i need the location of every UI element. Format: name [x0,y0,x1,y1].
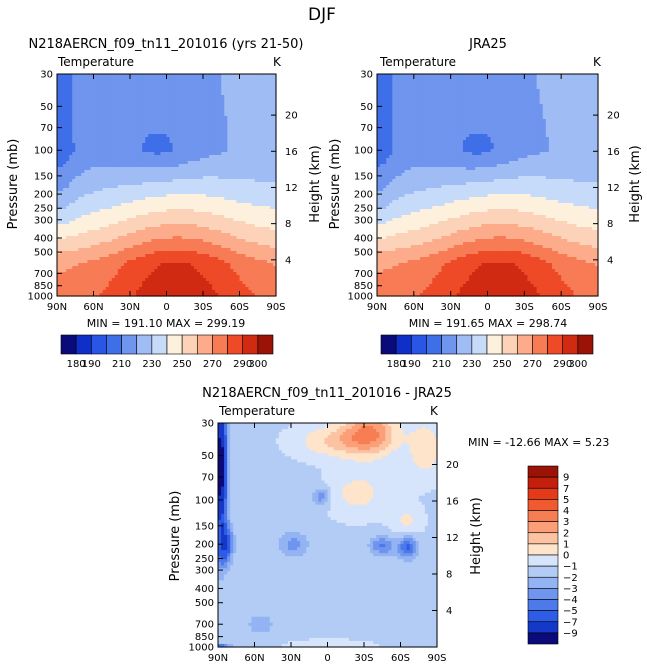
field-model [57,74,277,297]
panel-model-title: N218AERCN_f09_tn11_201016 (yrs 21-50) [29,37,304,52]
panel-model: N218AERCN_f09_tn11_201016 (yrs 21-50) Te… [6,37,323,330]
panel-model-variable-label: Temperature [57,55,134,69]
figure: DJF N218AERCN_f09_tn11_201016 (yrs 21-50… [0,0,647,670]
panel-model-plot: 90N 60N 30N 0 30S 60S 90S305070100150200250300… [28,70,298,314]
figure-title: DJF [308,5,336,25]
panel-model-units: K [273,55,282,69]
